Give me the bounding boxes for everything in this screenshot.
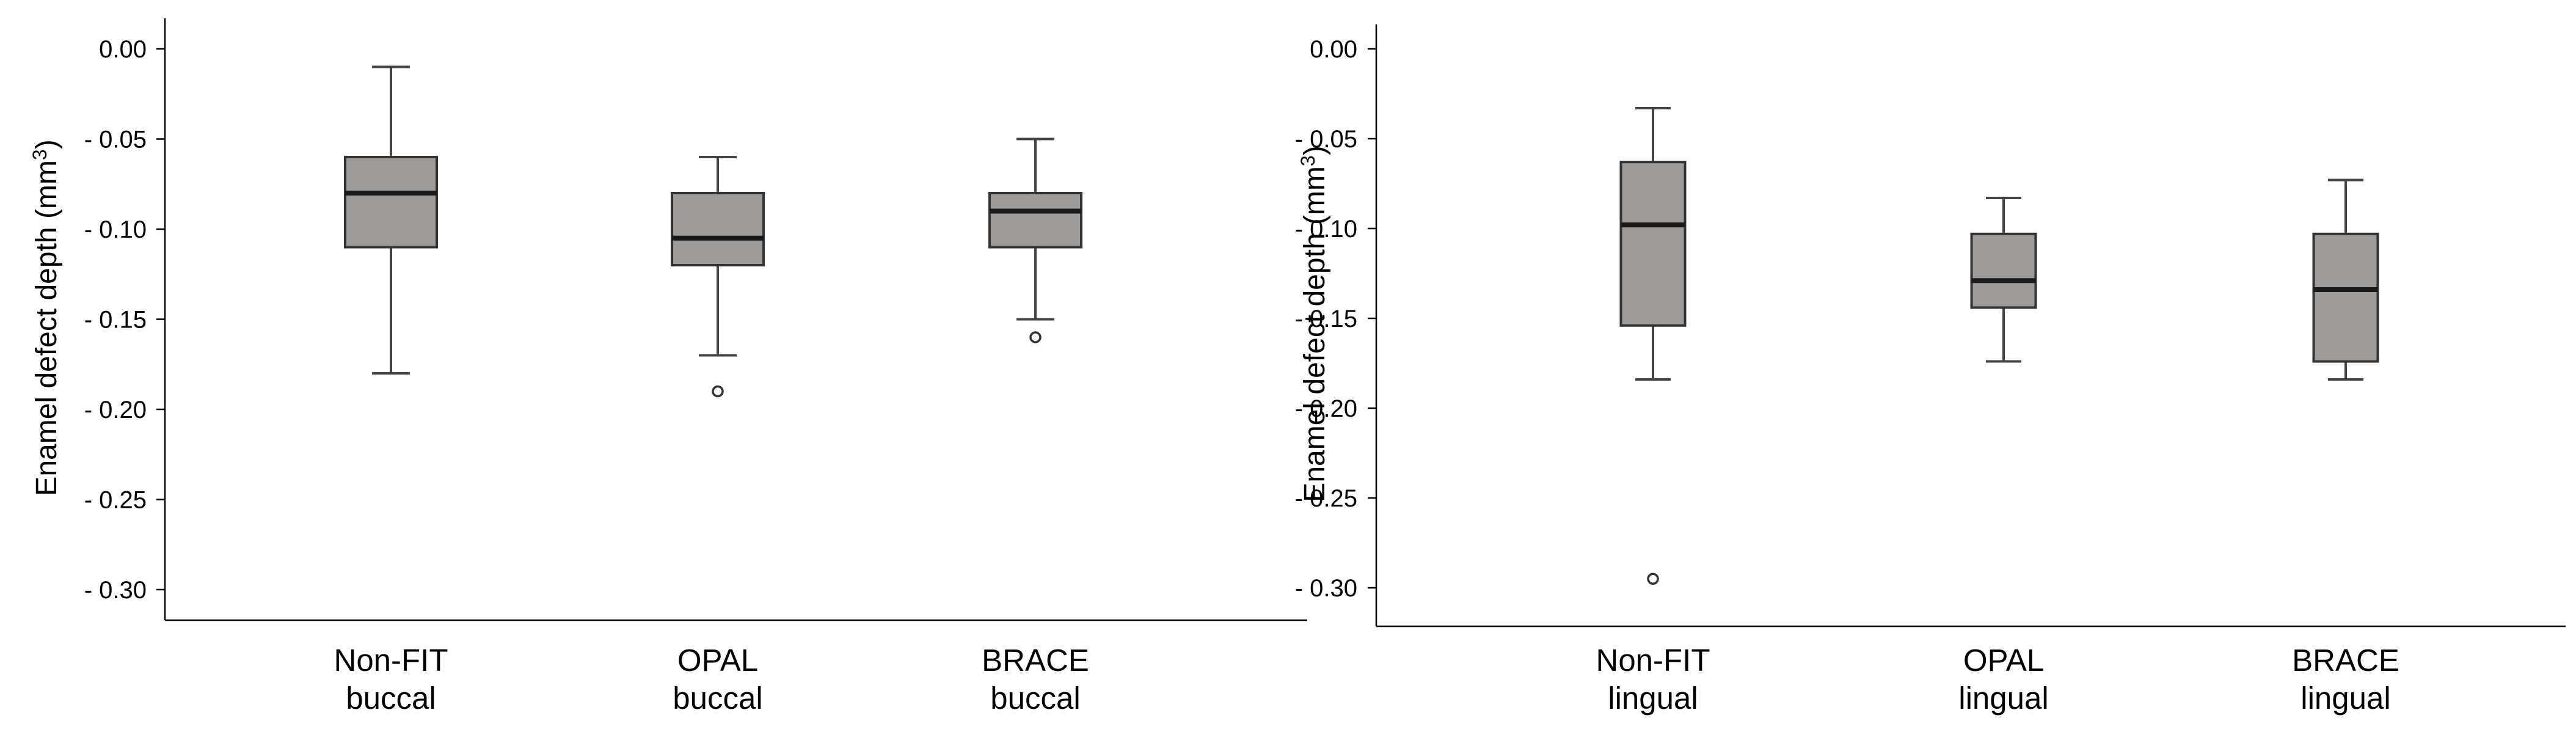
category-label-line1: Non-FIT [1596, 643, 1710, 678]
y-tick-label: - 0.05 [84, 126, 147, 153]
y-axis-label: Enamel defect depth (mm3) [29, 139, 63, 496]
outlier-point [712, 385, 724, 398]
boxes [1619, 107, 2379, 585]
category-label-line2: lingual [1608, 681, 1698, 716]
chart-panel-lingual: Enamel defect depth (mm3) 0.00 - 0.05 - 0.… [1295, 24, 2566, 716]
outlier-point [1647, 573, 1659, 585]
category-label-line2: buccal [346, 681, 436, 716]
boxes [344, 65, 1082, 398]
box-iqr [1619, 161, 1687, 327]
box-iqr [671, 192, 765, 266]
category-label-line1: BRACE [2292, 643, 2399, 678]
y-tick-label: - 0.15 [1295, 306, 1357, 332]
outlier-point [1029, 331, 1042, 343]
category-label-line2: lingual [1958, 681, 2048, 716]
y-tick-label: - 0.30 [1295, 575, 1357, 602]
y-tick-label: - 0.10 [1295, 216, 1357, 243]
y-tick-label: - 0.05 [1295, 126, 1357, 153]
y-tick-label: - 0.25 [84, 487, 147, 514]
category-label-line1: Non-FIT [334, 643, 448, 678]
y-tick-label: - 0.15 [84, 307, 147, 334]
y-tick-label: - 0.10 [84, 216, 147, 243]
category-label-line2: buccal [673, 681, 762, 716]
y-tick-label: - 0.25 [1295, 485, 1357, 512]
chart-panel-buccal: Enamel defect depth (mm3) 0.00 - 0.05 - 0.… [29, 18, 1307, 716]
y-tick-label: - 0.30 [84, 577, 147, 604]
category-label-line1: OPAL [1963, 643, 2044, 678]
y-tick-label: 0.00 [1310, 36, 1357, 63]
y-tick-label: - 0.20 [1295, 395, 1357, 422]
y-axis-label: Enamel defect depth (mm3) [1297, 145, 1331, 502]
y-tick-label: 0.00 [99, 36, 147, 63]
box-iqr [1970, 232, 2037, 309]
y-tick-label: - 0.20 [84, 397, 147, 423]
category-label-line2: buccal [990, 681, 1080, 716]
box-iqr [988, 192, 1082, 249]
category-label-line2: lingual [2301, 681, 2390, 716]
box-iqr [2312, 232, 2379, 363]
y-ticks: 0.00 - 0.05 - 0.10 - 0.15 - 0.20 - 0.25 - 0.30 [84, 36, 165, 604]
box-iqr [344, 156, 438, 249]
category-label-line1: OPAL [677, 643, 758, 678]
y-ticks: 0.00 - 0.05 - 0.10 - 0.15 - 0.20 - 0.25 - 0.30 [1295, 36, 1376, 602]
category-label-line1: BRACE [982, 643, 1089, 678]
